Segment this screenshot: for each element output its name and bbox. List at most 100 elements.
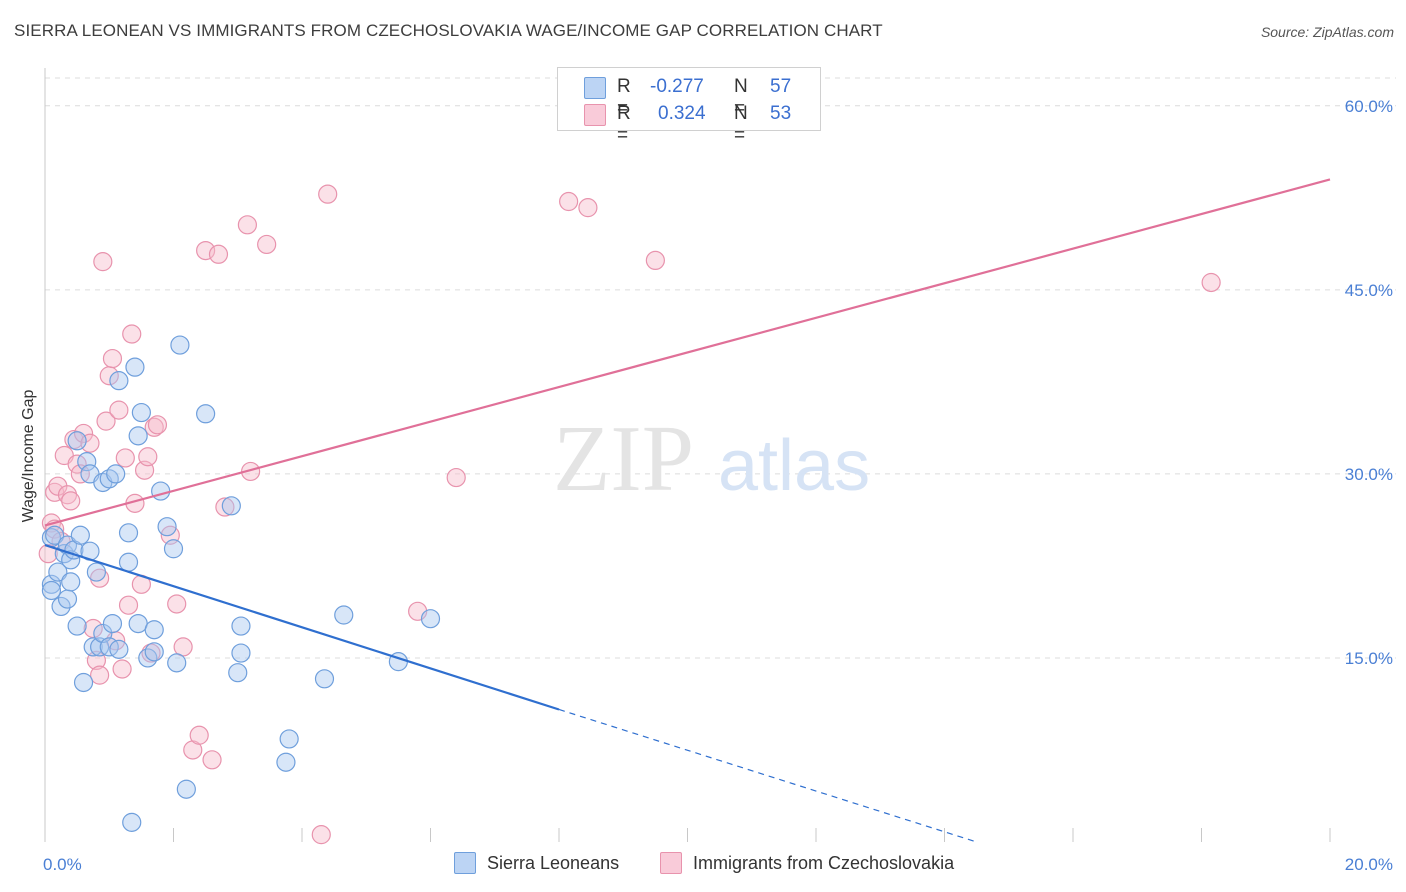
point-sierra-leonean (221, 496, 241, 516)
point-sierra-leonean (167, 653, 187, 673)
point-sierra-leonean (106, 464, 126, 484)
point-sierra-leonean (67, 616, 87, 636)
point-sierra-leonean (57, 535, 78, 555)
y-tick-label: 60.0% (1345, 97, 1393, 116)
point-czechoslovakia (1201, 272, 1221, 293)
point-czechoslovakia (237, 215, 257, 235)
point-sierra-leonean (57, 589, 78, 609)
point-czechoslovakia (196, 240, 216, 261)
point-czechoslovakia (112, 659, 132, 679)
point-sierra-leonean (122, 812, 142, 832)
bottom-legend-label: Immigrants from Czechoslovakia (693, 853, 955, 873)
point-czechoslovakia (311, 825, 331, 845)
point-czechoslovakia (90, 665, 110, 685)
point-czechoslovakia (167, 594, 187, 614)
point-sierra-leonean (51, 596, 71, 617)
legend-n-label: N = (734, 76, 748, 119)
point-czechoslovakia (645, 250, 665, 271)
point-sierra-leonean (102, 613, 123, 634)
point-sierra-leonean (420, 609, 441, 629)
trend-lines (44, 178, 1331, 843)
grid-lines (45, 77, 1396, 659)
point-czechoslovakia (73, 423, 94, 444)
point-czechoslovakia (189, 725, 209, 745)
point-czechoslovakia (109, 400, 129, 420)
point-sierra-leonean (109, 639, 129, 659)
point-czechoslovakia (93, 252, 113, 272)
point-czechoslovakia (257, 234, 277, 255)
bottom-legend-swatch-pink (660, 852, 682, 874)
point-sierra-leonean (314, 669, 335, 689)
point-sierra-leonean (45, 525, 65, 545)
point-czechoslovakia (144, 417, 164, 437)
point-sierra-leonean (73, 672, 94, 693)
point-sierra-leonean (163, 539, 184, 559)
point-czechoslovakia (202, 750, 222, 770)
point-czechoslovakia (102, 348, 123, 369)
stats-legend: R = -0.277 N = 57 R = 0.324 N = 53 (557, 67, 821, 146)
point-sierra-leonean (196, 404, 216, 424)
point-sierra-leonean (151, 481, 171, 501)
legend-r-value: -0.277 (650, 76, 704, 97)
point-sierra-leonean (41, 580, 62, 601)
point-sierra-leonean (99, 469, 119, 489)
point-sierra-leonean (279, 729, 299, 749)
watermark-atlas: atlas (718, 426, 870, 506)
legend-r-label: R = (617, 76, 631, 119)
point-sierra-leonean (131, 402, 151, 423)
point-sierra-leonean (231, 616, 251, 636)
bottom-legend-swatch-blue (454, 852, 476, 874)
point-sierra-leonean (276, 752, 296, 772)
point-sierra-leonean (86, 562, 107, 582)
x-tick-label: 20.0% (1345, 855, 1393, 874)
point-sierra-leonean (70, 525, 90, 545)
legend-swatch-blue (584, 77, 606, 99)
point-sierra-leonean (109, 371, 129, 391)
point-czechoslovakia (96, 411, 116, 431)
y-axis-label: Wage/Income Gap (20, 390, 37, 523)
tick-labels: 15.0% 30.0% 45.0% 60.0% 0.0% 20.0% (43, 97, 1393, 874)
point-czechoslovakia (446, 467, 466, 488)
data-points (38, 184, 1221, 845)
source-label: Source: ZipAtlas.com (1260, 24, 1394, 40)
chart-title: SIERRA LEONEAN VS IMMIGRANTS FROM CZECHO… (14, 21, 883, 40)
point-sierra-leonean (176, 779, 196, 799)
point-czechoslovakia (559, 191, 579, 212)
point-czechoslovakia (578, 198, 598, 218)
point-czechoslovakia (122, 324, 142, 344)
point-sierra-leonean (128, 426, 148, 446)
point-czechoslovakia (118, 595, 139, 615)
x-tick-label: 0.0% (43, 855, 82, 874)
point-sierra-leonean (118, 552, 139, 572)
point-czechoslovakia (318, 184, 338, 204)
point-sierra-leonean (228, 663, 248, 683)
legend-r-label: R = (617, 103, 631, 146)
point-czechoslovakia (61, 491, 81, 511)
point-sierra-leonean (48, 562, 68, 582)
legend-swatch-pink (584, 104, 606, 126)
point-sierra-leonean (170, 335, 190, 355)
point-sierra-leonean (41, 574, 62, 594)
trend-line-sierra (44, 544, 560, 711)
y-tick-label: 30.0% (1345, 465, 1393, 484)
legend-r-value: 0.324 (658, 103, 706, 124)
point-sierra-leonean (67, 431, 87, 451)
legend-n-value: 53 (770, 103, 792, 124)
point-czechoslovakia (64, 429, 84, 450)
bottom-legend-label: Sierra Leoneans (487, 853, 620, 873)
axes (44, 68, 1331, 842)
legend-n-value: 57 (770, 76, 792, 97)
point-sierra-leonean (61, 572, 81, 592)
point-sierra-leonean (144, 620, 164, 640)
y-tick-label: 15.0% (1345, 649, 1393, 668)
point-czechoslovakia (115, 448, 135, 468)
watermark-zip: ZIP (553, 407, 694, 511)
point-czechoslovakia (173, 637, 193, 657)
point-czechoslovakia (138, 447, 158, 467)
point-czechoslovakia (208, 244, 229, 264)
point-czechoslovakia (70, 464, 90, 484)
legend-n-label: N = (734, 103, 748, 146)
point-sierra-leonean (118, 523, 139, 543)
point-sierra-leonean (231, 643, 251, 663)
